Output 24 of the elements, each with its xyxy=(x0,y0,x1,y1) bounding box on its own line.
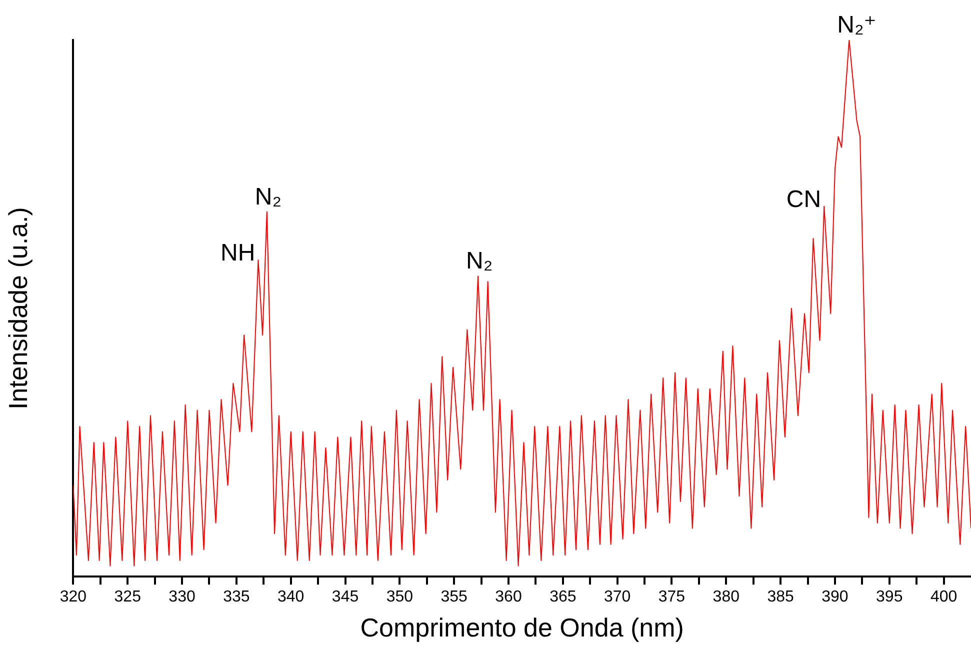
annotation: N₂ xyxy=(254,183,282,210)
annotation: N₂⁺ xyxy=(837,12,876,39)
x-tick-label: 395 xyxy=(876,588,903,606)
x-tick-label: 355 xyxy=(440,588,468,606)
x-tick-label: 400 xyxy=(930,588,958,606)
x-tick-label: 340 xyxy=(277,588,304,606)
x-tick-label: 385 xyxy=(767,588,794,606)
x-tick-label: 325 xyxy=(114,588,142,606)
x-tick-label: 390 xyxy=(822,588,848,606)
x-tick-label: 320 xyxy=(60,588,87,606)
x-tick-label: 335 xyxy=(223,588,250,606)
x-tick-label: 360 xyxy=(495,588,522,606)
annotation: CN xyxy=(786,186,822,213)
x-tick-label: 330 xyxy=(168,588,196,606)
y-axis-title: Intensidade (u.a.) xyxy=(2,207,33,410)
x-tick-label: 380 xyxy=(712,588,740,606)
x-axis-title: Comprimento de Onda (nm) xyxy=(360,612,684,643)
x-tick-label: 350 xyxy=(386,588,414,606)
annotation: NH xyxy=(220,240,256,267)
x-tick-label: 365 xyxy=(550,588,576,606)
x-tick-label: 345 xyxy=(332,588,359,606)
annotation: N₂ xyxy=(466,248,493,275)
x-tick-label: 375 xyxy=(658,588,686,606)
x-tick-label: 370 xyxy=(604,588,631,606)
